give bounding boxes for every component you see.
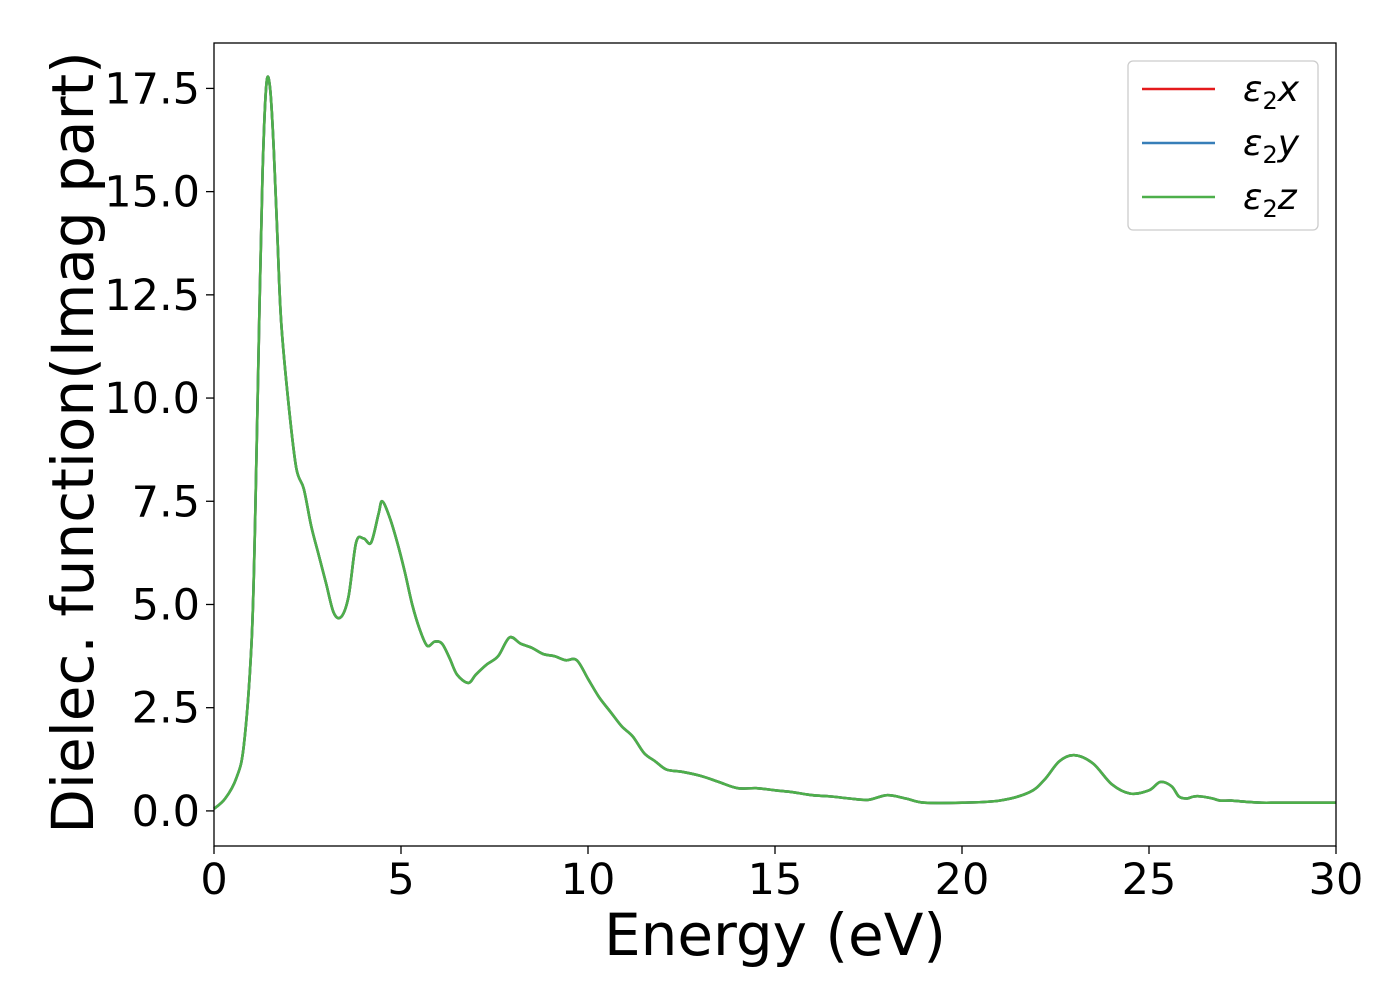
x-axis-label: Energy (eV)	[604, 901, 946, 969]
legend-label: ε2x	[1243, 69, 1300, 115]
y-tick-label: 2.5	[132, 684, 200, 734]
x-tick-label: 30	[1309, 855, 1364, 905]
y-tick-label: 12.5	[104, 271, 200, 321]
legend: ε2x ε2y ε2z	[1127, 60, 1319, 231]
x-tick-label: 10	[561, 855, 616, 905]
x-tick-label: 20	[935, 855, 990, 905]
y-tick-label: 5.0	[132, 580, 200, 630]
legend-box	[1127, 60, 1319, 231]
y-tick-label: 15.0	[104, 168, 200, 218]
legend-label: ε2z	[1243, 177, 1298, 223]
x-tick-label: 0	[200, 855, 227, 905]
y-tick-label: 7.5	[132, 477, 200, 527]
y-axis-label: Dielec. function(Imag part)	[39, 51, 107, 834]
x-tick-label: 5	[387, 855, 414, 905]
y-tick-label: 0.0	[132, 787, 200, 837]
series-line-ε2z	[213, 75, 1336, 810]
y-axis-ticks: 0.0 2.5 5.0 7.5 10.0 12.5 15.0 17.5	[104, 64, 214, 837]
series-layer	[213, 75, 1336, 810]
y-tick-label: 10.0	[104, 374, 200, 424]
x-tick-label: 25	[1122, 855, 1177, 905]
x-tick-label: 15	[748, 855, 803, 905]
y-tick-label: 17.5	[104, 64, 200, 114]
x-axis-ticks: 0 5 10 15 20 25 30	[200, 846, 1363, 905]
legend-label: ε2y	[1243, 123, 1300, 169]
